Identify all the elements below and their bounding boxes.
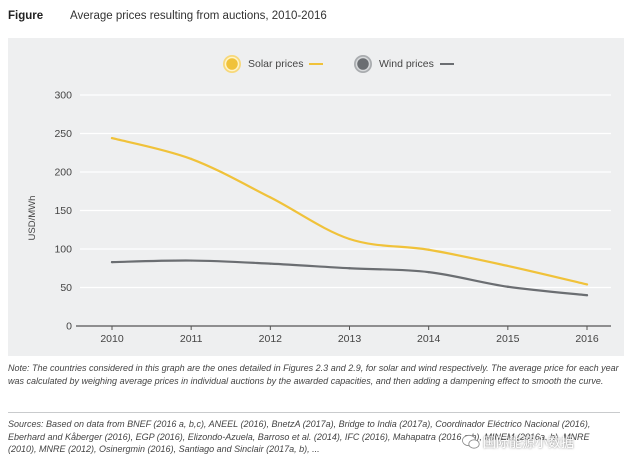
x-tick-label: 2016 [575,333,599,345]
y-tick-label: 0 [66,321,72,333]
x-tick-label: 2012 [259,333,283,345]
series-line-wind [110,259,589,297]
sun-icon [223,55,241,73]
watermark-text: 国际能源小数据 [483,435,575,450]
data-point-solar [585,283,589,286]
x-tick-label: 2010 [100,333,124,345]
data-point-wind [585,294,589,297]
figure-sources: Sources: Based on data from BNEF (2016 a… [8,419,591,454]
divider [8,412,620,413]
series-line-solar [110,137,589,286]
data-point-solar [110,137,114,140]
watermark: 国际能源小数据 [462,432,574,451]
y-tick-label: 150 [54,205,72,217]
data-point-wind [269,262,272,265]
x-tick-label: 2013 [338,333,362,345]
y-tick-label: 300 [54,90,72,102]
legend-swatch-wind [439,63,454,65]
x-tick-label: 2015 [496,333,520,345]
figure-title: Average prices resulting from auctions, … [70,10,327,22]
legend-item-solar: Solar prices [222,52,324,76]
legend-label-wind: Wind prices [379,58,434,70]
figure-label: Figure [8,10,44,22]
chart-panel: 0 50 100 150 200 250 300 2010 2011 2012 2013 2014 20… [8,38,624,356]
y-tick-label: 100 [54,244,72,256]
legend-item-wind: Wind prices [353,52,454,76]
wechat-icon [462,434,480,449]
data-point-solar [348,237,351,241]
wind-icon [354,55,372,73]
data-point-wind [110,260,114,264]
y-tick-label: 200 [54,167,72,179]
figure-note: Note: The countries considered in this g… [8,363,619,386]
data-point-wind [427,271,430,274]
data-point-wind [190,259,193,262]
data-point-wind [506,285,509,288]
x-tick-label: 2011 [180,333,203,345]
y-axis-label: USD/MWh [27,196,38,241]
data-point-solar [269,196,272,199]
figure-header: Figure Average prices resulting from auc… [8,10,624,32]
legend-swatch-solar [309,63,324,65]
y-tick-label: 50 [60,282,72,294]
data-point-solar [427,248,430,251]
data-point-wind [348,267,351,270]
legend: Solar prices Wind prices [8,52,624,76]
data-point-solar [506,264,509,268]
legend-label-solar: Solar prices [248,58,304,70]
data-point-solar [190,157,193,161]
y-tick-label: 250 [54,128,72,140]
x-tick-label: 2014 [417,333,441,345]
line-chart: 0 50 100 150 200 250 300 2010 2011 2012 2013 2014 20… [27,90,611,345]
